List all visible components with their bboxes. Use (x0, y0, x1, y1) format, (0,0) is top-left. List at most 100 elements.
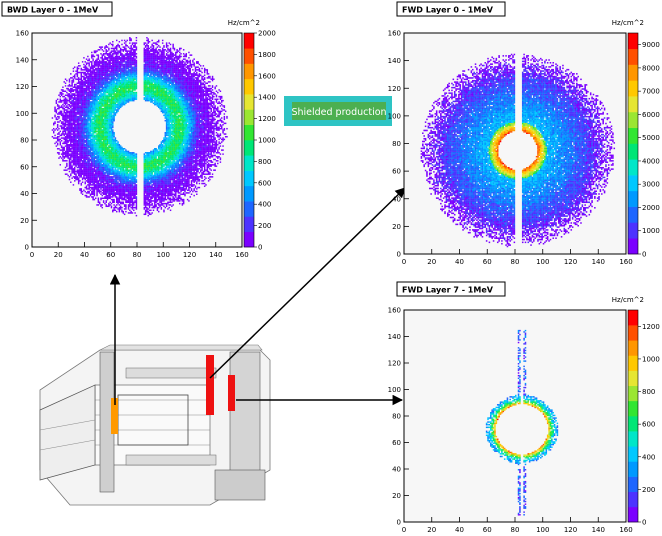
heatmap-cell (73, 117, 74, 118)
heatmap-cell (90, 81, 91, 82)
heatmap-cell (108, 171, 109, 172)
heatmap-cell (113, 147, 114, 148)
heatmap-cell (88, 64, 89, 65)
heatmap-cell (102, 77, 103, 78)
heatmap-cell (129, 91, 130, 92)
heatmap-cell (70, 117, 71, 118)
heatmap-cell (79, 165, 80, 166)
heatmap-cell (91, 135, 92, 136)
heatmap-cell (103, 156, 104, 157)
heatmap-cell (108, 88, 109, 89)
heatmap-cell (102, 111, 103, 112)
heatmap-cell (113, 148, 114, 149)
heatmap-cell (123, 74, 124, 75)
heatmap-cell (106, 62, 107, 63)
heatmap-cell (128, 202, 129, 203)
heatmap-cell (129, 164, 130, 165)
heatmap-cell (103, 157, 104, 158)
heatmap-cell (58, 108, 59, 109)
heatmap-cell (113, 62, 114, 63)
heatmap-cell (90, 121, 91, 122)
heatmap-cell (90, 165, 91, 166)
heatmap-cell (92, 84, 93, 85)
heatmap-cell (113, 194, 114, 195)
heatmap-cell (128, 64, 129, 65)
heatmap-cell (99, 131, 100, 132)
heatmap-cell (113, 135, 114, 136)
heatmap-cell (125, 183, 126, 184)
heatmap-cell (116, 180, 117, 181)
heatmap-cell (98, 148, 99, 149)
heatmap-cell (115, 104, 116, 105)
heatmap-cell (119, 161, 120, 162)
heatmap-cell (128, 82, 129, 83)
heatmap-cell (123, 69, 124, 70)
heatmap-cell (130, 155, 131, 156)
heatmap-cell (92, 119, 93, 120)
heatmap-cell (106, 151, 107, 152)
heatmap-cell (90, 115, 91, 116)
heatmap-cell (95, 113, 96, 114)
heatmap-cell (73, 184, 74, 185)
heatmap-cell (136, 69, 137, 70)
heatmap-cell (94, 77, 95, 78)
heatmap-cell (98, 87, 99, 88)
heatmap-cell (136, 74, 137, 75)
heatmap-cell (117, 198, 118, 199)
heatmap-cell (130, 45, 131, 46)
heatmap-cell (111, 115, 112, 116)
heatmap-cell (121, 65, 122, 66)
heatmap-cell (66, 155, 67, 156)
heatmap-cell (81, 171, 82, 172)
heatmap-cell (102, 184, 103, 185)
heatmap-cell (120, 191, 121, 192)
heatmap-cell (128, 171, 129, 172)
heatmap-cell (120, 105, 121, 106)
heatmap-cell (96, 128, 97, 129)
heatmap-cell (103, 78, 104, 79)
heatmap-cell (96, 183, 97, 184)
heatmap-cell (109, 42, 110, 43)
heatmap-cell (95, 103, 96, 104)
heatmap-cell (133, 164, 134, 165)
heatmap-cell (123, 167, 124, 168)
heatmap-cell (129, 157, 130, 158)
heatmap-cell (96, 108, 97, 109)
heatmap-cell (94, 132, 95, 133)
heatmap-cell (133, 52, 134, 53)
heatmap-cell (98, 165, 99, 166)
heatmap-cell (74, 66, 75, 67)
heatmap-cell (90, 143, 91, 144)
heatmap-cell (144, 153, 145, 154)
heatmap-cell (96, 159, 97, 160)
heatmap-cell (102, 70, 103, 71)
heatmap-cell (106, 192, 107, 193)
heatmap-cell (107, 180, 108, 181)
heatmap-cell (111, 133, 112, 134)
heatmap-cell (125, 171, 126, 172)
heatmap-cell (100, 164, 101, 165)
heatmap-cell (108, 95, 109, 96)
heatmap-cell (108, 204, 109, 205)
heatmap-cell (69, 165, 70, 166)
heatmap-cell (96, 143, 97, 144)
heatmap-cell (134, 70, 135, 71)
heatmap-cell (108, 69, 109, 70)
heatmap-cell (117, 200, 118, 201)
heatmap-cell (117, 72, 118, 73)
heatmap-cell (111, 70, 112, 71)
heatmap-cell (133, 50, 134, 51)
heatmap-cell (78, 175, 79, 176)
heatmap-cell (107, 73, 108, 74)
heatmap-cell (124, 48, 125, 49)
heatmap-cell (58, 112, 59, 113)
heatmap-cell (127, 95, 128, 96)
heatmap-cell (127, 173, 128, 174)
heatmap-cell (121, 77, 122, 78)
heatmap-cell (123, 70, 124, 71)
heatmap-cell (95, 136, 96, 137)
heatmap-cell (144, 155, 145, 156)
heatmap-cell (87, 149, 88, 150)
heatmap-cell (123, 152, 124, 153)
heatmap-cell (109, 141, 110, 142)
